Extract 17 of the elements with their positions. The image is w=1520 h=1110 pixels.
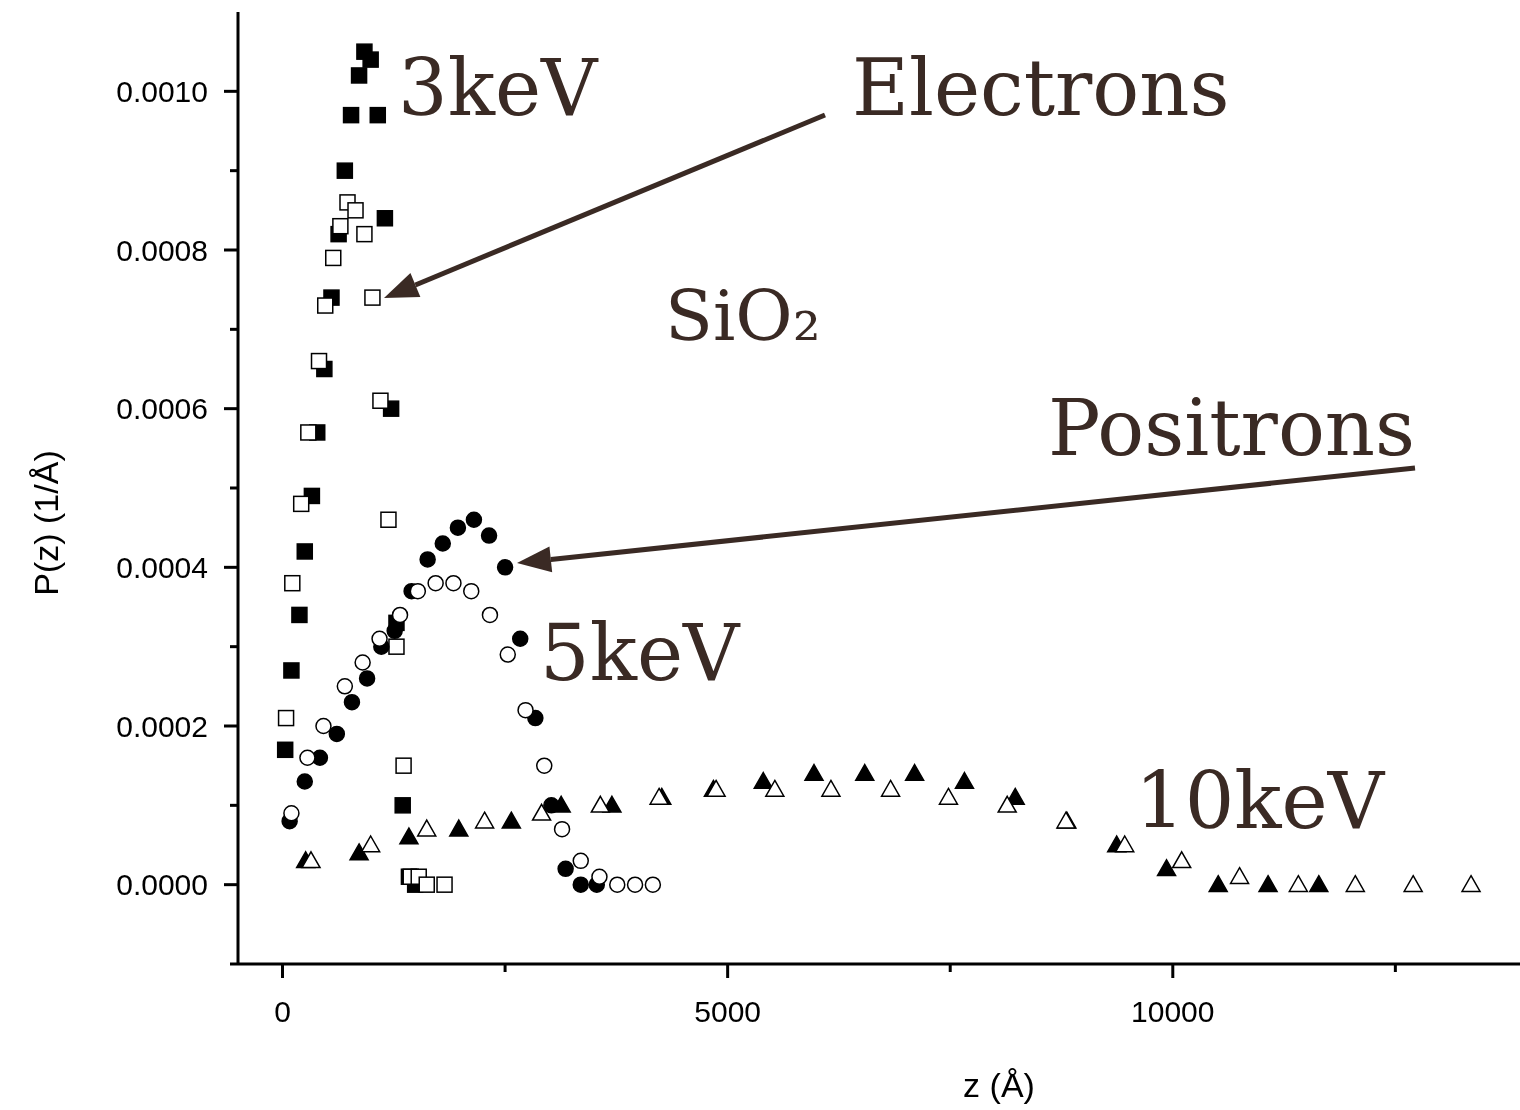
x-tick-label: 10000: [1131, 995, 1215, 1028]
annotation: SiO₂: [665, 275, 821, 357]
y-tick-label: 0.0006: [116, 392, 208, 426]
y-axis-title: P(z) (1/Å): [27, 450, 65, 596]
annotation: 5keV: [540, 608, 742, 698]
y-tick-label: 0.0000: [116, 868, 208, 902]
annotation: 3keV: [398, 43, 600, 133]
y-tick-label: 0.0008: [116, 233, 208, 267]
x-tick-label: 0: [274, 995, 291, 1028]
annotation: 10keV: [1135, 756, 1386, 846]
y-tick-label: 0.0010: [116, 74, 208, 108]
annotation: Electrons: [852, 43, 1230, 133]
y-tick-label: 0.0004: [116, 550, 208, 584]
x-tick-label: 5000: [694, 995, 762, 1028]
annotation: Positrons: [1048, 383, 1416, 473]
x-axis-title: z (Å): [963, 1066, 1035, 1104]
y-tick-label: 0.0002: [116, 709, 208, 743]
